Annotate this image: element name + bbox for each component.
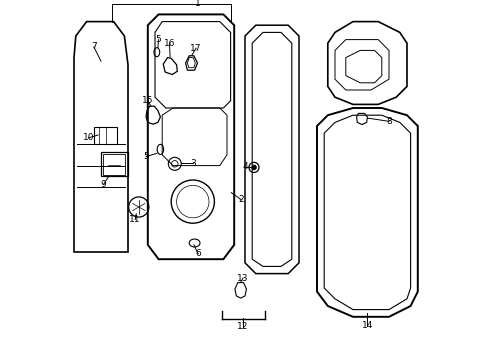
Bar (94, 127, 117, 144)
Circle shape (252, 165, 256, 170)
Text: 13: 13 (237, 274, 248, 283)
Text: 14: 14 (362, 321, 373, 330)
Text: 9: 9 (100, 180, 106, 189)
Text: 8: 8 (386, 117, 392, 126)
Text: 1: 1 (196, 0, 201, 8)
Text: 7: 7 (91, 42, 97, 51)
Text: 12: 12 (237, 323, 248, 331)
Text: 4: 4 (242, 162, 248, 171)
Bar (103, 154, 125, 175)
Text: 5: 5 (143, 152, 149, 161)
Text: 6: 6 (196, 249, 201, 258)
Text: 10: 10 (83, 133, 94, 142)
Text: 11: 11 (129, 215, 141, 224)
Text: 5: 5 (156, 35, 162, 44)
Text: 2: 2 (239, 195, 244, 204)
Text: 15: 15 (142, 96, 153, 105)
Text: 17: 17 (190, 44, 202, 53)
Text: 3: 3 (190, 159, 196, 168)
Bar (101, 152, 128, 176)
Text: 16: 16 (164, 39, 175, 48)
